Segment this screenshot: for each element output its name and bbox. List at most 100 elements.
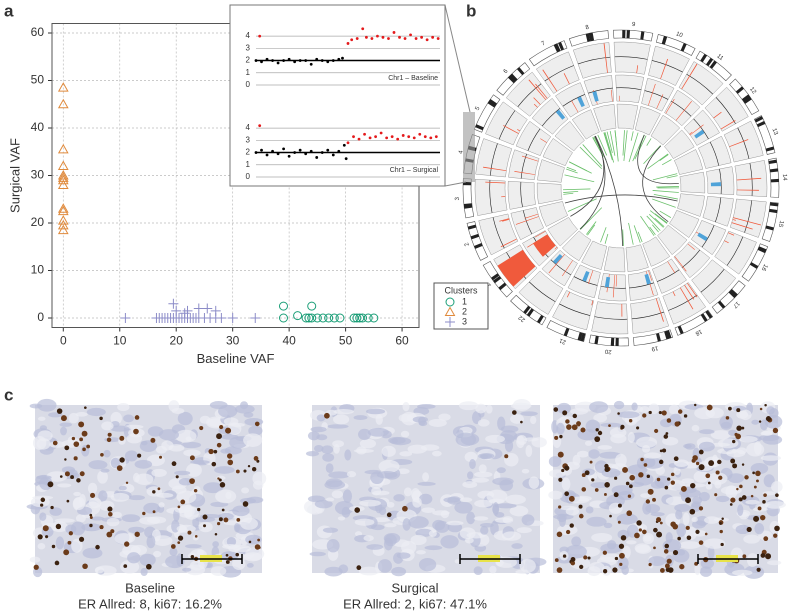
legend-label: 2: [462, 306, 467, 316]
legend-label: 3: [462, 316, 467, 326]
tissue: [520, 411, 537, 416]
stained-nucleus: [226, 554, 229, 557]
point: [402, 134, 405, 137]
tissue: [200, 416, 211, 424]
tissue: [36, 438, 50, 449]
tissue: [38, 417, 46, 421]
stained-nucleus: [583, 555, 587, 559]
stained-nucleus: [671, 481, 675, 485]
tissue: [89, 497, 102, 508]
stained-nucleus: [553, 407, 558, 412]
sv-link: [635, 136, 646, 159]
y-tick-label: 20: [31, 215, 45, 229]
sv-link: [652, 199, 675, 207]
tissue: [57, 483, 71, 487]
stained-nucleus: [216, 433, 222, 439]
y-tick-label: 3: [246, 43, 251, 52]
stained-nucleus: [258, 546, 261, 549]
stained-nucleus: [619, 544, 624, 549]
x-tick-label: 60: [395, 334, 409, 348]
chromosome-label: 12: [748, 86, 757, 95]
tissue: [390, 437, 411, 445]
y-tick-label: 1: [246, 68, 251, 77]
stained-nucleus: [119, 436, 124, 441]
tissue: [371, 525, 385, 531]
stained-nucleus: [653, 528, 658, 533]
point: [352, 135, 355, 138]
point: [211, 306, 221, 316]
tissue: [247, 563, 254, 568]
tissue: [418, 417, 426, 426]
stained-nucleus: [576, 421, 581, 426]
stained-nucleus: [684, 414, 687, 417]
point: [409, 33, 412, 36]
stained-nucleus: [660, 449, 663, 452]
stained-nucleus: [604, 493, 607, 496]
tissue: [422, 472, 429, 481]
stained-nucleus: [123, 564, 127, 568]
stained-nucleus: [580, 428, 585, 433]
stained-nucleus: [773, 534, 777, 538]
point: [282, 59, 285, 62]
chromosome-label: 9: [632, 22, 636, 28]
stained-nucleus: [699, 506, 703, 510]
tissue: [761, 455, 781, 461]
tissue: [358, 429, 371, 440]
tissue: [467, 471, 473, 479]
tissue: [119, 486, 127, 491]
stained-nucleus: [614, 492, 619, 497]
stained-nucleus: [671, 473, 675, 477]
chromosome-label: 8: [585, 25, 590, 32]
point: [369, 136, 372, 139]
point: [299, 59, 302, 62]
y-tick-label: 60: [31, 25, 45, 39]
tissue: [122, 514, 140, 522]
y-tick-label: 1: [246, 160, 251, 169]
sv-link: [623, 130, 625, 155]
tissue: [112, 512, 122, 518]
tissue: [234, 523, 240, 532]
stained-nucleus: [177, 541, 180, 544]
tissue: [37, 399, 56, 412]
stained-nucleus: [603, 551, 607, 555]
tissue: [153, 535, 173, 546]
point: [120, 313, 130, 323]
tissue: [212, 541, 219, 547]
tissue: [745, 500, 759, 505]
tissue: [502, 531, 521, 540]
stained-nucleus: [775, 493, 779, 497]
legend-label: 1: [462, 296, 467, 306]
stained-nucleus: [717, 460, 721, 464]
stained-nucleus: [751, 495, 754, 498]
point: [396, 138, 399, 141]
tissue: [566, 507, 579, 515]
panel-label: a: [4, 1, 14, 20]
point: [424, 135, 427, 138]
tissue: [333, 444, 339, 454]
stained-nucleus: [744, 475, 748, 479]
tissue: [721, 422, 732, 430]
tissue: [747, 553, 758, 567]
track: [508, 181, 536, 209]
y-tick-label: 4: [246, 31, 251, 40]
point: [293, 151, 296, 154]
stained-nucleus: [571, 557, 576, 562]
stained-nucleus: [133, 429, 139, 435]
tissue: [589, 401, 608, 413]
stained-nucleus: [99, 525, 103, 529]
tissue: [127, 552, 140, 563]
point: [341, 57, 344, 60]
stained-nucleus: [217, 477, 219, 479]
stained-nucleus: [656, 532, 662, 538]
zoom-marker: [463, 112, 475, 182]
stained-nucleus: [608, 424, 611, 427]
stained-nucleus: [255, 422, 260, 427]
stained-nucleus: [243, 501, 249, 507]
stained-nucleus: [178, 536, 183, 541]
stained-nucleus: [677, 537, 681, 541]
stained-nucleus: [649, 411, 652, 414]
tissue: [679, 541, 701, 549]
sv-link: [615, 130, 618, 161]
stained-nucleus: [730, 459, 735, 464]
tissue: [771, 481, 783, 492]
